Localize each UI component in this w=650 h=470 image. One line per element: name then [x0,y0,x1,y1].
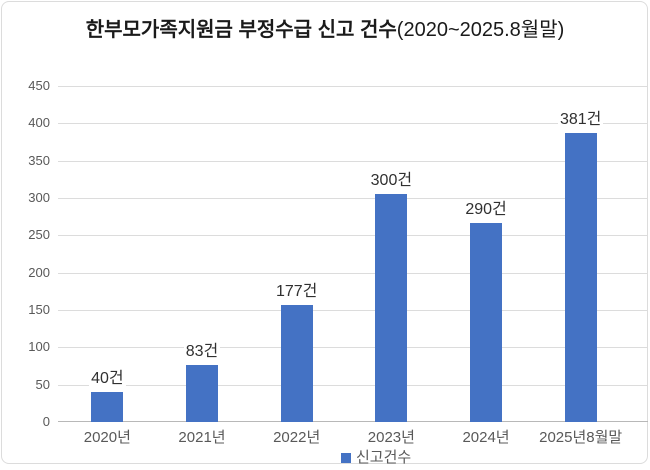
x-axis-label: 2021년 [178,429,226,446]
chart-title-period: (2020~2025.8월말) [396,19,565,41]
y-axis-label: 250 [28,227,50,243]
x-axis-label: 2025년8월말 [539,429,623,446]
gridline-250 [58,235,648,237]
gridline-200 [58,272,648,274]
bar [186,365,218,422]
bar-value-text: 83건 [183,343,221,360]
gridline-50 [58,384,648,386]
gridline-150 [58,310,648,311]
gridline-400 [58,123,648,125]
y-axis-label: 50 [35,376,50,392]
legend-series-label: 신고건수 [356,449,412,466]
bar [375,194,408,422]
bar-value-label: 300건 [344,166,439,190]
chart-title: 한부모가족지원금 부정수급 신고 건수(2020~2025.8월말) [0,13,650,42]
x-axis-label: 2024년 [462,429,510,446]
bar [470,223,503,422]
x-axis-label: 2022년 [273,429,321,446]
bar-column: 300건 [344,86,439,422]
y-axis-label: 300 [28,190,50,205]
bar-value-text: 177건 [273,283,320,300]
bar-value-label: 381건 [533,105,628,129]
x-axis-label: 2020년 [83,429,131,446]
y-axis-label: 400 [28,115,50,131]
bar-column: 290건 [439,86,534,422]
chart-title-main: 한부모가족지원금 부정수급 신고 건수 [85,19,397,41]
bar-value-label: 40건 [60,364,155,388]
y-axis-label: 450 [28,78,50,93]
plot-area: 40건 83건 177건 300건 290건 381건 [58,86,648,422]
bar-value-text: 300건 [368,172,415,189]
gridline-350 [58,160,648,162]
bar-value-label: 83건 [155,337,250,361]
bar-column: 381건 [533,86,628,422]
bars-row: 40건 83건 177건 300건 290건 381건 [60,86,628,422]
gridline-300 [58,198,648,199]
bar-column: 40건 [60,86,155,422]
bar [91,392,124,422]
bar-value-label: 290건 [439,195,534,219]
x-axis-labels: 2020년 2021년 2022년 2023년 2024년 2025년8월말 [60,429,628,447]
x-axis-label: 2023년 [367,429,415,446]
gridline-450 [58,86,648,87]
y-axis-label: 150 [28,302,50,317]
gridline-100 [58,347,648,349]
y-axis-label: 0 [42,414,50,429]
bar-value-label: 177건 [249,277,344,301]
gridline-0 [58,421,648,422]
bar-value-text: 381건 [557,111,604,128]
bar-value-text: 290건 [463,201,509,218]
bar-column: 177건 [249,86,344,422]
y-axis-label: 200 [28,264,50,280]
y-axis-label: 100 [28,339,50,355]
legend-swatch-icon [341,453,351,463]
bar-column: 83건 [155,86,250,422]
y-axis-label: 350 [28,152,50,168]
legend: 신고건수 [341,449,412,466]
bar-value-text: 40건 [89,370,126,387]
bar [280,305,313,422]
bar [564,133,597,422]
